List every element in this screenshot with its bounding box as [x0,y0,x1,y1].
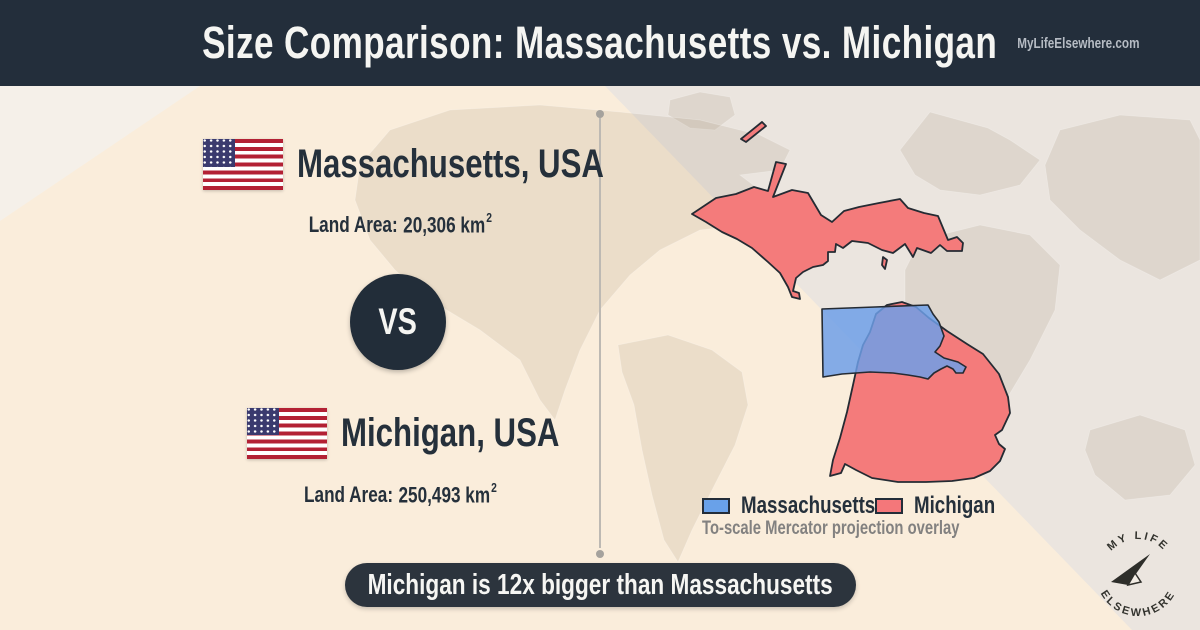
page-title: Size Comparison: Massachusetts vs. Michi… [202,17,998,68]
legend-label-massachusetts: Massachusetts [741,492,876,519]
first-state-name: Massachusetts, USA [297,142,604,186]
michigan-upper-peninsula-shape [691,161,964,300]
legend-item-massachusetts: Massachusetts [702,492,913,520]
legend-label-michigan: Michigan [914,492,996,519]
michigan-isle-royale-shape [740,121,767,143]
divider-top-dot [596,110,604,118]
second-land-area-value: 250,493 km [398,482,491,508]
projection-note: To-scale Mercator projection overlay [702,518,960,539]
michigan-swatch-icon [875,498,903,514]
logo-text-top: MY LIFE [1105,530,1168,554]
first-land-area-exponent: 2 [486,210,493,226]
vs-badge: VS [350,274,446,370]
second-state-row: Michigan, USA [247,407,621,459]
watermark-greenland [667,91,736,131]
world-map-watermark [354,91,1200,563]
second-land-area-label: Land Area: [304,482,394,508]
site-label: MyLifeElsewhere.com [1017,35,1140,52]
watermark-asia [1044,114,1200,281]
content-area: Massachusetts, USA Land Area: 20,306 km2 … [0,86,1200,630]
first-land-area-value: 20,306 km [403,212,486,238]
vs-label: VS [378,301,418,342]
watermark-europe [899,111,1041,196]
paper-plane-icon [1111,554,1150,587]
brand-logo: MY LIFE ELSEWHERE [1098,530,1178,619]
first-state-row: Massachusetts, USA [203,139,690,190]
page-title-wrap: Size Comparison: Massachusetts vs. Michi… [0,0,1200,86]
state-comparison-map [691,121,1011,483]
logo-text-bottom: ELSEWHERE [1098,588,1176,619]
divider-line [599,118,601,548]
second-land-area: Land Area: 250,493 km2 [0,480,800,508]
svg-text:ELSEWHERE: ELSEWHERE [1098,588,1178,619]
callout-pill: Michigan is 12x bigger than Massachusett… [345,563,856,607]
massachusetts-swatch-icon [702,498,730,514]
svg-text:MY LIFE: MY LIFE [1105,530,1171,554]
callout-text: Michigan is 12x bigger than Massachusett… [367,568,834,601]
massachusetts-overlay-shape [821,304,967,380]
watermark-australia [1084,414,1196,501]
first-land-area-label: Land Area: [308,212,398,238]
header-bar: Size Comparison: Massachusetts vs. Michi… [0,0,1200,86]
us-flag-icon [203,139,283,190]
michigan-island-shape [881,256,888,270]
us-flag-icon [247,407,327,459]
legend-item-michigan: Michigan [875,492,1018,520]
watermark-south-america [617,334,749,563]
second-state-name: Michigan, USA [341,410,560,455]
second-land-area-exponent: 2 [491,480,497,496]
first-land-area: Land Area: 20,306 km2 [0,210,800,238]
divider-bottom-dot [596,550,604,558]
